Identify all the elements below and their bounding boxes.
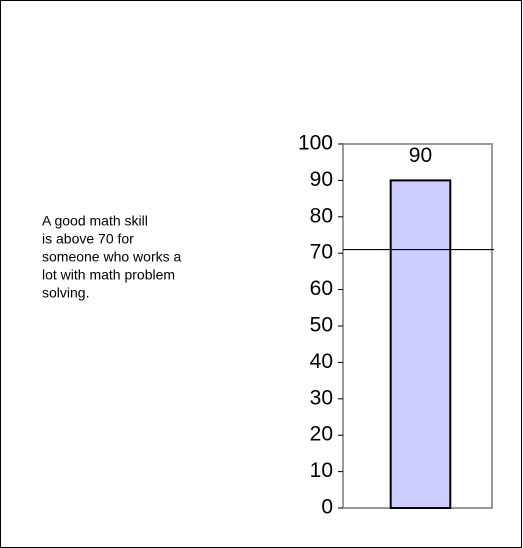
annotation-line: solving. bbox=[42, 285, 89, 301]
annotation-line: someone who works a bbox=[42, 249, 182, 265]
y-tick-label: 90 bbox=[310, 168, 333, 191]
y-tick-label: 50 bbox=[310, 314, 333, 337]
y-tick-label: 0 bbox=[321, 496, 333, 519]
y-tick-label: 100 bbox=[298, 132, 333, 155]
data-label: 90 bbox=[409, 144, 432, 167]
annotation-line: A good math skill bbox=[42, 213, 148, 229]
y-tick-label: 60 bbox=[310, 277, 333, 300]
y-tick-label: 20 bbox=[310, 423, 333, 446]
y-tick-label: 10 bbox=[310, 459, 333, 482]
y-tick-label: 30 bbox=[310, 386, 333, 409]
y-tick-label: 70 bbox=[310, 241, 333, 264]
annotation-line: lot with math problem bbox=[42, 267, 175, 283]
y-tick-label: 40 bbox=[310, 350, 333, 373]
y-tick-label: 80 bbox=[310, 204, 333, 227]
annotation-line: is above 70 for bbox=[42, 231, 134, 247]
bar bbox=[389, 179, 452, 509]
